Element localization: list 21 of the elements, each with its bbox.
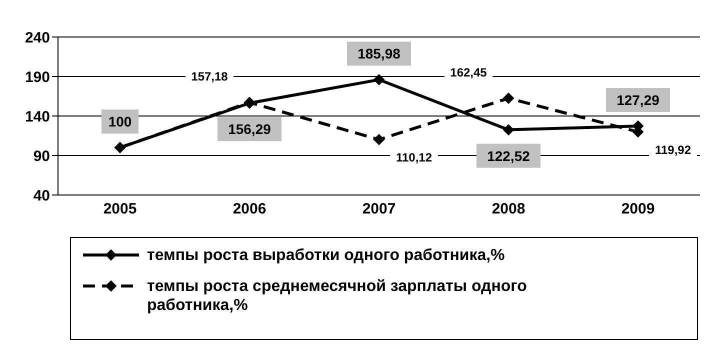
y-tick-label: 190 bbox=[24, 68, 50, 86]
legend-label: темпы роста среднемесячной зарплаты одного работника,% bbox=[147, 277, 528, 315]
y-tick-label: 140 bbox=[24, 108, 50, 126]
data-label: 122,52 bbox=[487, 148, 530, 164]
legend-label: темпы роста выработки одного работника,% bbox=[147, 246, 505, 265]
data-label: 100 bbox=[108, 114, 132, 130]
data-label: 162,45 bbox=[450, 65, 488, 80]
x-tick-label: 2007 bbox=[362, 200, 396, 218]
data-label: 127,29 bbox=[616, 92, 660, 108]
y-tick-label: 40 bbox=[33, 187, 50, 204]
x-tick-label: 2008 bbox=[492, 200, 526, 218]
y-tick-label: 240 bbox=[24, 29, 50, 46]
data-label: 110,12 bbox=[396, 150, 432, 165]
data-label: 157,18 bbox=[191, 69, 228, 84]
data-label: 119,92 bbox=[654, 142, 692, 157]
data-label: 156,29 bbox=[228, 121, 272, 138]
x-tick-label: 2006 bbox=[232, 200, 266, 218]
x-tick-label: 2009 bbox=[621, 200, 655, 218]
y-tick-label: 90 bbox=[33, 148, 50, 165]
data-label: 185,98 bbox=[358, 46, 401, 62]
x-tick-label: 2005 bbox=[103, 200, 137, 218]
